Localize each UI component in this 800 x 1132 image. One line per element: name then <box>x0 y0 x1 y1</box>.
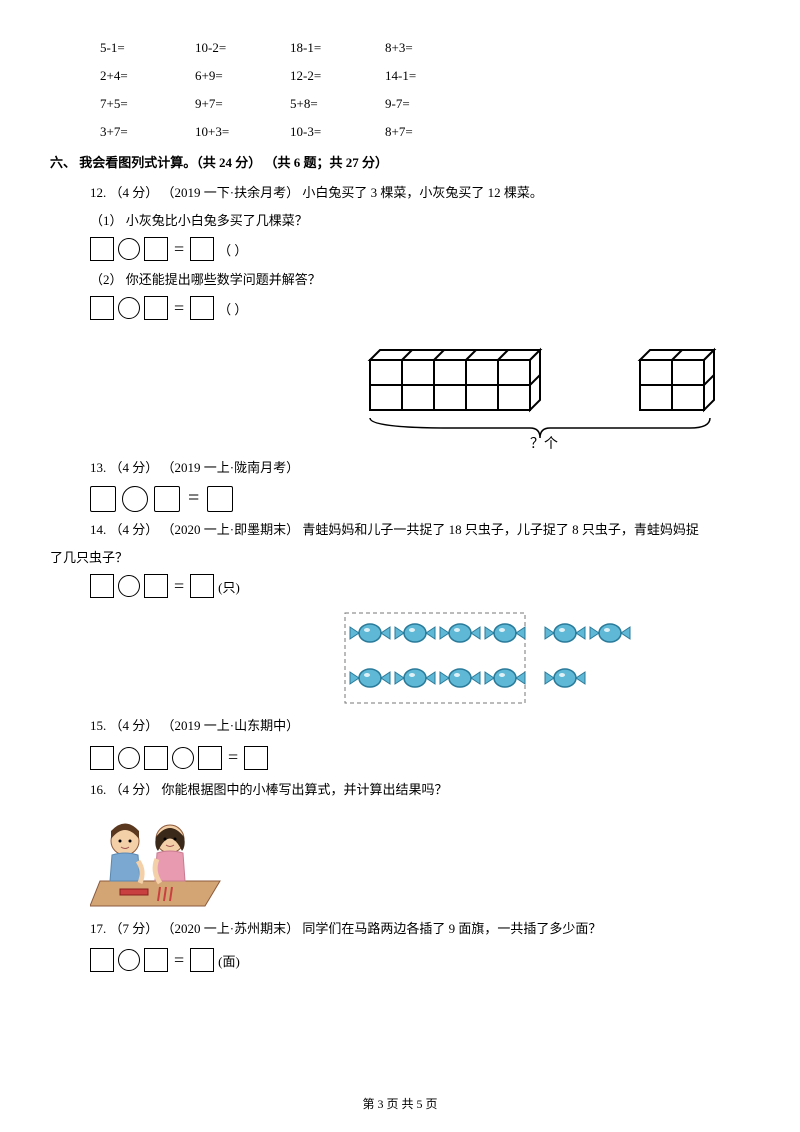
arith-cell: 8+7= <box>385 124 480 140</box>
answer-box <box>144 746 168 770</box>
operator-circle <box>172 747 194 769</box>
arithmetic-table: 5-1= 10-2= 18-1= 8+3= 2+4= 6+9= 12-2= 14… <box>100 40 750 140</box>
answer-box <box>154 486 180 512</box>
unit-label: (面) <box>218 951 240 970</box>
arith-cell: 5-1= <box>100 40 195 56</box>
section-6-header: 六、 我会看图列式计算。（共 24 分） （共 6 题；共 27 分） <box>50 152 750 171</box>
operator-circle <box>118 949 140 971</box>
equals-sign: = <box>174 239 184 260</box>
answer-box <box>90 486 116 512</box>
arith-cell: 5+8= <box>290 96 385 112</box>
unit-label: (只) <box>218 577 240 596</box>
answer-box <box>244 746 268 770</box>
equals-sign: = <box>174 298 184 319</box>
operator-circle <box>118 297 140 319</box>
q12-sub2: （2） 你还能提出哪些数学问题并解答？ <box>90 269 750 288</box>
answer-box <box>190 237 214 261</box>
arith-cell: 14-1= <box>385 68 480 84</box>
cubes-svg: ？个 <box>350 330 750 450</box>
answer-box <box>144 296 168 320</box>
q12-eq2: = （ ） <box>90 296 750 320</box>
arith-cell: 10-2= <box>195 40 290 56</box>
answer-box <box>90 574 114 598</box>
answer-box <box>190 574 214 598</box>
arith-cell: 9+7= <box>195 96 290 112</box>
arith-row: 3+7= 10+3= 10-3= 8+7= <box>100 124 750 140</box>
cubes-label: ？个 <box>530 436 558 450</box>
answer-box <box>90 746 114 770</box>
q17-text: 17. （7 分） （2020 一上·苏州期末） 同学们在马路两边各插了 9 面… <box>90 917 750 940</box>
q14-eq: = (只) <box>90 574 750 598</box>
q14-text2: 了几只虫子？ <box>50 547 750 566</box>
q15-eq: = <box>90 746 750 770</box>
q12-eq1: = （ ） <box>90 237 750 261</box>
arith-cell: 9-7= <box>385 96 480 112</box>
equals-sign: = <box>174 576 184 597</box>
arith-cell: 3+7= <box>100 124 195 140</box>
arith-cell: 8+3= <box>385 40 480 56</box>
equals-sign: = <box>188 487 199 510</box>
equals-sign: = <box>174 950 184 971</box>
operator-circle <box>118 747 140 769</box>
unit-label: （ ） <box>218 299 247 318</box>
operator-circle <box>118 238 140 260</box>
q16-text: 16. （4 分） 你能根据图中的小棒写出算式，并计算出结果吗？ <box>90 778 750 801</box>
q12-sub1: （1） 小灰兔比小白兔多买了几棵菜？ <box>90 210 750 229</box>
answer-box <box>190 296 214 320</box>
arith-row: 5-1= 10-2= 18-1= 8+3= <box>100 40 750 56</box>
operator-circle <box>118 575 140 597</box>
candy-svg <box>340 608 660 708</box>
answer-box <box>207 486 233 512</box>
answer-box <box>90 948 114 972</box>
cubes-diagram: ？个 <box>50 330 750 450</box>
unit-label: （ ） <box>218 240 247 259</box>
kids-svg <box>90 811 230 911</box>
arith-cell: 10-3= <box>290 124 385 140</box>
q13-eq: = <box>90 486 750 512</box>
q17-eq: = (面) <box>90 948 750 972</box>
q13-text: 13. （4 分） （2019 一上·陇南月考） <box>90 456 750 479</box>
answer-box <box>144 574 168 598</box>
arith-cell: 2+4= <box>100 68 195 84</box>
answer-box <box>190 948 214 972</box>
q15-text: 15. （4 分） （2019 一上·山东期中） <box>90 714 750 737</box>
arith-cell: 18-1= <box>290 40 385 56</box>
answer-box <box>90 237 114 261</box>
equals-sign: = <box>228 747 238 768</box>
answer-box <box>144 948 168 972</box>
answer-box <box>198 746 222 770</box>
q12-text: 12. （4 分） （2019 一下·扶余月考） 小白兔买了 3 棵菜，小灰兔买… <box>90 181 750 204</box>
answer-box <box>90 296 114 320</box>
candy-diagram <box>50 608 750 708</box>
answer-box <box>144 237 168 261</box>
arith-row: 2+4= 6+9= 12-2= 14-1= <box>100 68 750 84</box>
arith-row: 7+5= 9+7= 5+8= 9-7= <box>100 96 750 112</box>
arith-cell: 6+9= <box>195 68 290 84</box>
kids-diagram <box>50 811 750 911</box>
arith-cell: 7+5= <box>100 96 195 112</box>
page-footer: 第 3 页 共 5 页 <box>0 1095 800 1112</box>
arith-cell: 10+3= <box>195 124 290 140</box>
arith-cell: 12-2= <box>290 68 385 84</box>
operator-circle <box>122 486 148 512</box>
q14-text: 14. （4 分） （2020 一上·即墨期末） 青蛙妈妈和儿子一共捉了 18 … <box>90 518 750 541</box>
